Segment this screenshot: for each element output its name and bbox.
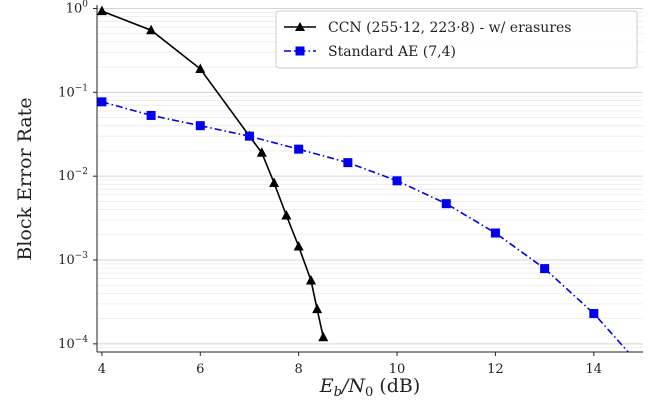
data-point-triangle (146, 24, 157, 35)
series-layer (96, 5, 629, 353)
data-point-square (589, 309, 599, 319)
axes: 100 10−1 10−2 10−3 10−4 4 6 8 10 12 14 (58, 0, 643, 377)
data-point-triangle (312, 303, 323, 314)
data-point-square (146, 110, 156, 120)
legend-label-ccn: CCN (255·12, 223·8) - w/ erasures (328, 20, 571, 36)
y-tick-label: 10−4 (58, 335, 88, 352)
y-tick-label: 10−3 (58, 251, 88, 268)
x-tick-label: 4 (98, 362, 106, 377)
data-point-triangle (305, 274, 316, 285)
data-point-triangle (293, 240, 304, 251)
data-point-triangle (256, 147, 267, 157)
y-tick-label: 10−2 (58, 167, 88, 184)
data-point-square (540, 264, 550, 274)
x-axis-label: Eb/N0 (dB) (319, 375, 421, 400)
legend-label-ae: Standard AE (7,4) (328, 44, 456, 60)
data-point-triangle (96, 5, 107, 16)
legend-box (275, 10, 638, 69)
grid (97, 7, 643, 353)
series-line-1 (101, 101, 629, 353)
data-point-square (244, 131, 254, 141)
data-point-square (490, 228, 500, 238)
legend: CCN (255·12, 223·8) - w/ erasures Standa… (275, 10, 638, 69)
data-point-square (441, 199, 451, 209)
data-point-triangle (195, 63, 206, 73)
x-tick-label: 12 (487, 362, 504, 377)
data-point-triangle (269, 177, 280, 187)
data-point-square (294, 144, 304, 154)
x-tick-label: 8 (295, 362, 303, 377)
data-point-square (97, 97, 107, 107)
legend-marker-ae (295, 46, 305, 56)
data-point-square (195, 121, 205, 131)
x-tick-label: 6 (196, 362, 204, 377)
y-tick-label: 100 (66, 0, 89, 16)
y-axis-label: Block Error Rate (14, 97, 36, 260)
data-point-triangle (318, 331, 329, 342)
x-tick-label: 10 (389, 362, 406, 377)
data-point-square (392, 176, 402, 186)
legend-marker-ccn (295, 22, 305, 31)
y-tick-label: 10−1 (58, 83, 88, 100)
data-point-triangle (281, 209, 292, 220)
data-point-square (343, 158, 353, 168)
x-tick-label: 14 (586, 362, 603, 377)
